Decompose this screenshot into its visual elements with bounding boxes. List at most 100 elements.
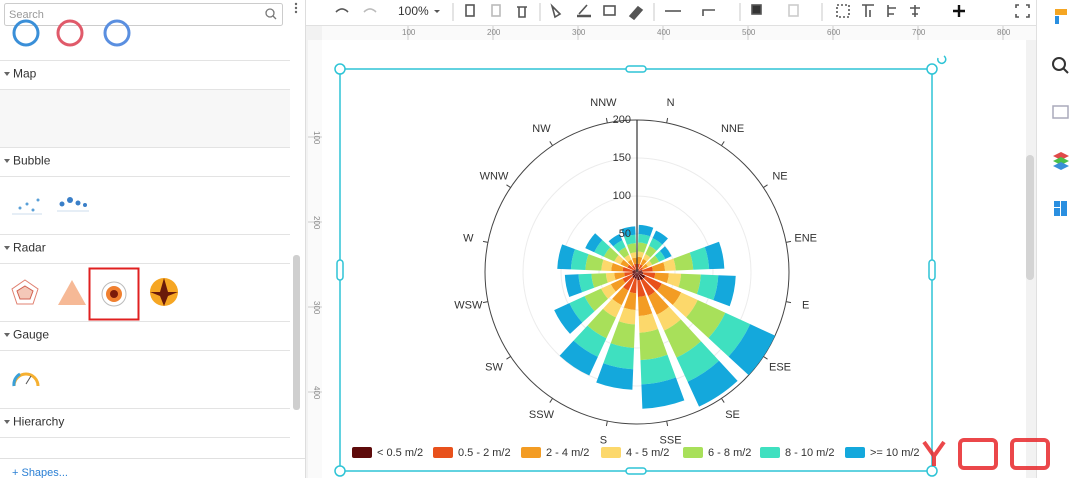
bar-segment bbox=[641, 266, 653, 272]
bar-segment bbox=[570, 249, 589, 270]
section-title[interactable]: Bubble bbox=[13, 154, 51, 168]
canvas-scrollbar[interactable] bbox=[1026, 155, 1034, 280]
search-box[interactable] bbox=[4, 3, 283, 26]
legend-label[interactable]: >= 10 m/2 bbox=[870, 447, 920, 459]
bar-segment bbox=[637, 272, 640, 281]
menu-dot[interactable] bbox=[294, 2, 298, 6]
bar-segment bbox=[638, 224, 654, 237]
angle-label: NE bbox=[772, 170, 787, 182]
bar-segment bbox=[557, 244, 575, 270]
angle-tick bbox=[482, 301, 489, 304]
sidebar-scrollbar[interactable] bbox=[293, 255, 300, 410]
angle-tick bbox=[605, 117, 608, 124]
section-caret[interactable] bbox=[4, 420, 10, 424]
bar-segment bbox=[633, 269, 637, 272]
section-title[interactable]: Radar bbox=[13, 241, 46, 255]
bar-segment bbox=[627, 243, 637, 254]
legend-swatch[interactable] bbox=[760, 447, 780, 458]
bar-segment bbox=[612, 287, 629, 306]
legend-label[interactable]: < 0.5 m/2 bbox=[377, 447, 423, 459]
bar-segment bbox=[654, 250, 666, 262]
ruler-label: 100 bbox=[312, 131, 321, 145]
bar-segment bbox=[638, 234, 651, 245]
bar-segment bbox=[611, 263, 624, 272]
angle-tick bbox=[763, 184, 768, 188]
bar-segment bbox=[638, 313, 659, 333]
bar-segment bbox=[622, 274, 634, 283]
bar-segment bbox=[664, 319, 701, 358]
section-body bbox=[0, 264, 290, 321]
watermark bbox=[922, 438, 1050, 470]
legend-swatch[interactable] bbox=[683, 447, 703, 458]
shapes-button[interactable]: + Shapes... bbox=[12, 467, 68, 478]
bar-segment bbox=[569, 296, 595, 323]
legend-label[interactable]: 8 - 10 m/2 bbox=[785, 447, 835, 459]
bar-segment bbox=[618, 247, 630, 259]
section-caret[interactable] bbox=[4, 159, 10, 163]
radial-tick-label: 150 bbox=[613, 152, 631, 164]
bubble-thumbs bbox=[12, 197, 89, 215]
bar-segment bbox=[564, 274, 583, 297]
bar-segment bbox=[713, 275, 736, 307]
ruler-label: 100 bbox=[402, 28, 416, 37]
bar-segment bbox=[632, 270, 637, 272]
legend-label[interactable]: 4 - 5 m/2 bbox=[626, 447, 669, 459]
ruler-label: 300 bbox=[572, 28, 586, 37]
angle-tick bbox=[506, 356, 511, 360]
angle-label: ENE bbox=[794, 232, 817, 244]
bar-segment bbox=[618, 307, 636, 325]
bar-segment bbox=[613, 240, 626, 252]
bar-segment bbox=[637, 279, 646, 298]
thumbnail[interactable] bbox=[56, 19, 84, 47]
bar-segment bbox=[585, 233, 603, 253]
toolbar-icons[interactable] bbox=[335, 3, 1030, 21]
ruler-label: 300 bbox=[312, 301, 321, 315]
bar-segment bbox=[678, 273, 701, 295]
selected-thumb[interactable] bbox=[88, 267, 140, 321]
bar-segment bbox=[622, 267, 633, 272]
search-icon[interactable] bbox=[265, 8, 275, 18]
right-icons[interactable] bbox=[1052, 9, 1069, 216]
section-caret[interactable] bbox=[4, 333, 10, 337]
angle-label: NNW bbox=[590, 97, 617, 109]
bar-segment bbox=[637, 272, 644, 281]
ruler-label: 200 bbox=[487, 28, 501, 37]
top-ruler bbox=[322, 26, 1036, 40]
section-title[interactable]: Gauge bbox=[13, 328, 49, 342]
ruler-label: 700 bbox=[912, 28, 926, 37]
angle-label: SE bbox=[725, 409, 740, 421]
section-title[interactable]: Hierarchy bbox=[13, 415, 64, 429]
bar-segment bbox=[630, 252, 637, 259]
legend-swatch[interactable] bbox=[433, 447, 453, 458]
thumbnail[interactable] bbox=[12, 19, 40, 47]
legend-label[interactable]: 2 - 4 m/2 bbox=[546, 447, 589, 459]
bar-segment bbox=[632, 272, 637, 274]
angle-tick bbox=[482, 240, 489, 243]
legend-label[interactable]: 6 - 8 m/2 bbox=[708, 447, 751, 459]
zoom-dropdown[interactable] bbox=[434, 10, 440, 13]
legend-swatch[interactable] bbox=[601, 447, 621, 458]
bar-segment bbox=[638, 267, 644, 272]
bar-segment bbox=[591, 273, 608, 288]
bar-segment bbox=[676, 341, 720, 382]
selection[interactable] bbox=[334, 55, 947, 477]
bar-segment bbox=[629, 278, 637, 294]
legend-swatch[interactable] bbox=[845, 447, 865, 458]
section-caret[interactable] bbox=[4, 246, 10, 250]
bar-segment bbox=[659, 246, 672, 259]
bar-segment bbox=[642, 272, 656, 279]
bar-segment bbox=[687, 360, 738, 407]
left-ruler bbox=[308, 40, 322, 478]
zoom-level[interactable]: 100% bbox=[398, 4, 429, 18]
legend-swatch[interactable] bbox=[521, 447, 541, 458]
legend-swatch[interactable] bbox=[352, 447, 372, 458]
bar-segment bbox=[608, 234, 623, 247]
menu-dot bbox=[294, 10, 298, 14]
thumbnail[interactable] bbox=[103, 19, 131, 47]
legend-label[interactable]: 0.5 - 2 m/2 bbox=[458, 447, 511, 459]
bar-segment bbox=[656, 306, 681, 331]
bar-segment bbox=[559, 340, 598, 376]
bar-segment bbox=[621, 226, 636, 238]
section-title[interactable]: Map bbox=[13, 67, 37, 81]
section-caret[interactable] bbox=[4, 72, 10, 76]
